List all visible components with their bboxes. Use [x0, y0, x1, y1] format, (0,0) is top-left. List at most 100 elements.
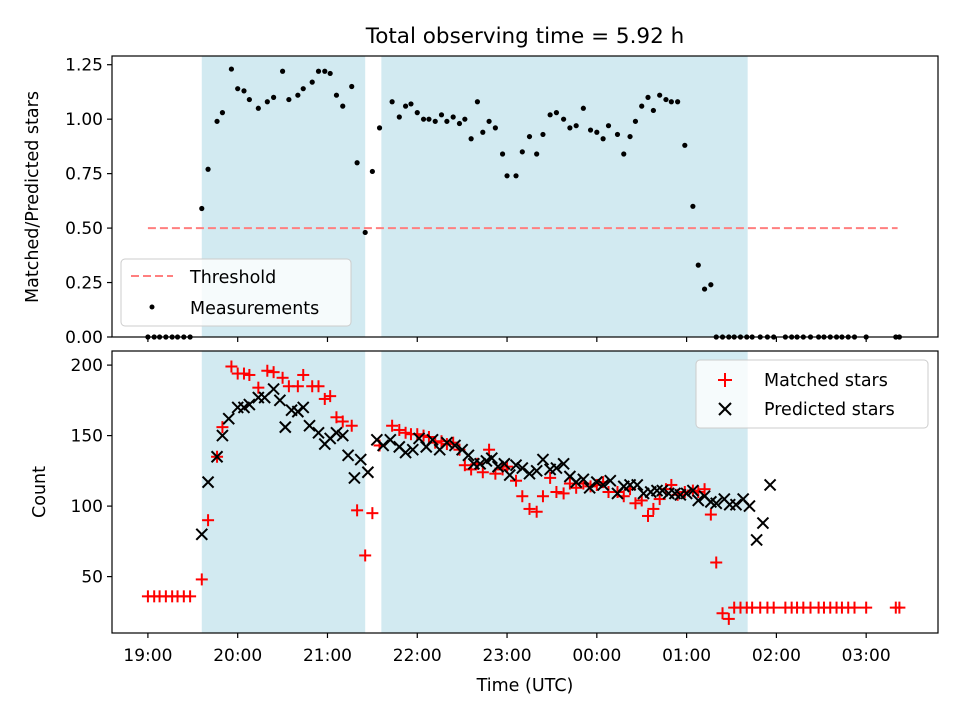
- x-tick-label: 01:00: [662, 646, 711, 666]
- measurement-point: [682, 142, 688, 148]
- matched-star-point: [243, 368, 256, 381]
- measurement-point: [327, 70, 333, 77]
- predicted-star-point: [279, 420, 292, 434]
- measurement-point: [309, 79, 315, 85]
- measurement-point: [444, 118, 450, 124]
- shaded-interval: [201, 351, 366, 633]
- measurement-point: [295, 92, 301, 98]
- measurement-point: [456, 120, 463, 127]
- matched-star-point: [642, 509, 655, 522]
- predicted-star-point: [583, 481, 596, 494]
- matched-star-point: [710, 556, 723, 569]
- matched-star-point: [297, 368, 310, 381]
- predicted-star-point: [222, 412, 235, 425]
- matched-star-point: [336, 415, 349, 428]
- predicted-star-point: [536, 453, 550, 466]
- predicted-star-point: [354, 453, 367, 466]
- y-tick-label: 0.50: [65, 219, 103, 239]
- measurement-point: [219, 110, 226, 116]
- predicted-star-point: [485, 451, 498, 465]
- measurement-point: [492, 125, 498, 131]
- matched-star-point: [225, 360, 238, 373]
- matched-star-point: [351, 504, 364, 517]
- measurement-point: [657, 92, 663, 98]
- predicted-star-point: [210, 450, 224, 463]
- matched-star-point: [195, 573, 208, 586]
- measurement-point: [438, 112, 445, 118]
- predicted-star-point: [509, 459, 523, 472]
- top-y-axis-label: Matched/Predicted stars: [23, 91, 43, 303]
- predicted-star-points: [195, 382, 777, 547]
- measurement-point: [614, 131, 621, 138]
- matched-star-point: [523, 502, 536, 515]
- measurement-point: [708, 282, 714, 288]
- measurement-point: [474, 99, 481, 105]
- measurement-point: [279, 68, 286, 74]
- predicted-star-point: [577, 473, 590, 486]
- matched-star-point: [516, 490, 529, 503]
- measurement-point: [205, 166, 211, 172]
- measurement-point: [639, 103, 645, 109]
- matched-star-point: [458, 459, 471, 472]
- matched-star-point: [848, 601, 861, 614]
- measurement-point: [526, 133, 533, 140]
- matched-star-point: [629, 497, 642, 510]
- measurement-point: [632, 118, 639, 124]
- predicted-star-point: [503, 468, 516, 482]
- x-tick-label: 22:00: [393, 646, 442, 666]
- x-tick-label: 02:00: [752, 646, 801, 666]
- predicted-star-point: [763, 478, 777, 492]
- measurement-point: [300, 86, 306, 92]
- bottom-legend-box: [695, 359, 929, 429]
- predicted-star-point: [604, 474, 617, 487]
- matched-star-point: [530, 505, 543, 518]
- matched-star-point: [276, 371, 289, 384]
- measurement-point: [402, 103, 409, 109]
- y-tick-label: 1.25: [65, 56, 103, 76]
- y-tick-label: 0.75: [65, 165, 103, 185]
- matched-star-point: [698, 483, 711, 496]
- x-tick-label: 21:00: [303, 646, 352, 666]
- measurement-point: [690, 203, 696, 209]
- predicted-star-point: [399, 446, 412, 459]
- bottom-legend: Matched stars Predicted stars: [695, 359, 929, 429]
- predicted-star-point: [243, 398, 256, 411]
- top-legend-box: [120, 258, 352, 327]
- measurement-point: [695, 262, 701, 268]
- y-tick-label: 0.00: [65, 328, 103, 348]
- legend-matched-label: Matched stars: [764, 371, 888, 391]
- predicted-star-point: [361, 466, 375, 479]
- predicted-star-point: [348, 471, 361, 485]
- predicted-star-point: [523, 467, 536, 480]
- matched-star-point: [476, 466, 489, 479]
- measurement-point: [315, 68, 322, 74]
- measurement-point: [553, 110, 560, 116]
- measurement-point: [499, 151, 506, 157]
- measurement-point: [286, 96, 292, 103]
- bottom-x-ticks: 19:00 20:00 21:00 22:00 23:00 00:00 01:00 02:00…: [123, 633, 891, 666]
- predicted-star-point: [680, 487, 693, 500]
- predicted-star-point: [297, 401, 310, 414]
- matched-star-point: [267, 366, 280, 379]
- measurement-point: [462, 116, 468, 122]
- measurement-point: [333, 92, 340, 98]
- measurement-point: [534, 151, 540, 157]
- measurement-point: [408, 101, 414, 107]
- matched-star-point: [536, 490, 549, 503]
- measurement-point: [580, 105, 586, 111]
- predicted-star-point: [312, 426, 325, 439]
- measurement-point: [376, 125, 383, 131]
- matched-star-point: [483, 443, 496, 456]
- matched-star-point: [386, 419, 399, 432]
- measurement-point: [627, 133, 633, 140]
- predicted-star-point: [743, 499, 756, 513]
- matched-star-point: [557, 487, 570, 500]
- measurement-point: [426, 116, 432, 122]
- predicted-star-point: [530, 464, 543, 478]
- x-tick-label: 00:00: [572, 646, 621, 666]
- legend-predicted-label: Predicted stars: [764, 400, 895, 420]
- measurement-point: [354, 160, 360, 166]
- predicted-star-point: [631, 478, 644, 492]
- matched-star-point: [318, 392, 331, 405]
- measurement-point: [645, 94, 651, 100]
